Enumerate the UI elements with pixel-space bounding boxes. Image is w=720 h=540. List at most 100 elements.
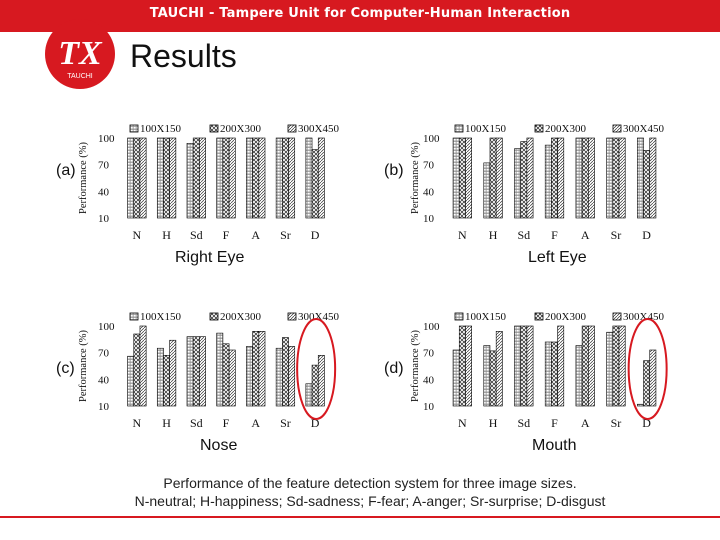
legend-label: 100X150 xyxy=(465,123,506,135)
y-tick-label: 70 xyxy=(423,160,435,172)
y-tick-label: 40 xyxy=(423,186,435,198)
x-tick-label: F xyxy=(223,228,230,242)
bar-H-100X150 xyxy=(156,347,164,407)
x-tick-label: Sd xyxy=(517,416,530,430)
svg-text:TAUCHI: TAUCHI xyxy=(67,73,93,80)
bar-Sr-100X150 xyxy=(275,137,283,219)
x-tick-label: H xyxy=(162,228,171,242)
x-tick-label: D xyxy=(311,416,320,430)
legend-label: 300X450 xyxy=(298,123,339,135)
bar-H-300X450 xyxy=(169,137,177,219)
bar-Sd-200X300 xyxy=(520,325,528,407)
bar-A-100X150 xyxy=(246,346,253,407)
chart-title-nose: Nose xyxy=(200,437,238,454)
legend-label: 300X450 xyxy=(623,311,664,323)
y-axis-label: Performance (%) xyxy=(410,330,421,403)
bar-Sd-300X450 xyxy=(199,336,206,407)
x-tick-label: Sr xyxy=(611,416,622,430)
bar-H-200X300 xyxy=(489,350,497,407)
legend-swatch xyxy=(534,312,544,321)
bar-A-200X300 xyxy=(581,137,589,219)
figure-caption: Performance of the feature detection sys… xyxy=(20,474,720,510)
y-tick-label: 10 xyxy=(423,401,435,413)
bar-H-200X300 xyxy=(489,137,497,219)
bar-D-200X300 xyxy=(643,360,651,407)
bar-D-200X300 xyxy=(311,149,319,219)
chart-title-right-eye: Right Eye xyxy=(175,249,245,266)
bar-D-100X150 xyxy=(637,403,644,407)
bar-Sr-200X300 xyxy=(282,337,289,407)
legend-swatch xyxy=(209,124,219,133)
bar-D-100X150 xyxy=(637,137,644,219)
legend-label: 100X150 xyxy=(465,311,506,323)
bar-Sd-100X150 xyxy=(514,148,521,219)
y-tick-label: 100 xyxy=(98,321,115,333)
y-tick-label: 40 xyxy=(98,186,110,198)
legend-swatch xyxy=(534,124,544,133)
bar-D-300X450 xyxy=(317,137,325,219)
bar-H-300X450 xyxy=(495,331,503,407)
bar-F-100X150 xyxy=(544,341,552,407)
legend-swatch xyxy=(129,312,139,321)
x-tick-label: D xyxy=(642,228,651,242)
bar-H-300X450 xyxy=(495,137,503,219)
bar-N-200X300 xyxy=(133,137,141,219)
bar-F-300X450 xyxy=(557,137,565,219)
bar-Sr-300X450 xyxy=(288,346,296,407)
bar-A-200X300 xyxy=(252,137,260,219)
x-tick-label: A xyxy=(251,416,260,430)
legend-label: 100X150 xyxy=(140,123,181,135)
bar-D-200X300 xyxy=(311,364,319,407)
bar-F-300X450 xyxy=(228,137,236,219)
bar-Sr-100X150 xyxy=(606,137,614,219)
panel-label-a: (a) xyxy=(56,162,76,179)
bar-H-100X150 xyxy=(483,345,491,407)
legend-label: 200X300 xyxy=(545,311,586,323)
bar-Sr-200X300 xyxy=(612,325,620,407)
bar-H-300X450 xyxy=(169,339,177,407)
bar-Sr-300X450 xyxy=(618,325,626,407)
right-eye-chart: Performance (%) 10 40 70 100 100X150 200X300 30… xyxy=(78,123,339,242)
bar-D-300X450 xyxy=(649,349,657,407)
mouth-chart: Performance (%)10 40 70 100 100X150 200X300 30… xyxy=(410,311,668,430)
bar-D-200X300 xyxy=(643,150,651,219)
legend-label: 300X450 xyxy=(298,311,339,323)
legend-label: 200X300 xyxy=(545,123,586,135)
x-tick-label: N xyxy=(458,228,467,242)
bar-N-200X300 xyxy=(458,325,466,407)
bar-N-100X150 xyxy=(452,349,460,407)
x-tick-label: Sd xyxy=(517,228,530,242)
legend-swatch xyxy=(287,312,297,321)
bar-N-100X150 xyxy=(127,355,135,407)
chart-title-mouth: Mouth xyxy=(532,437,577,454)
x-tick-label: Sd xyxy=(190,416,203,430)
bar-A-200X300 xyxy=(581,325,589,407)
legend-label: 200X300 xyxy=(220,123,261,135)
y-tick-label: 10 xyxy=(98,213,110,225)
x-tick-label: F xyxy=(223,416,230,430)
x-tick-label: N xyxy=(133,228,142,242)
y-tick-label: 10 xyxy=(98,401,110,413)
bar-D-100X150 xyxy=(305,383,313,407)
chart-mouth: (d) Performance (%) 10 40 70 100 100X150 200X3… xyxy=(362,304,692,454)
y-tick-label: 70 xyxy=(98,160,110,172)
bar-Sr-300X450 xyxy=(288,137,296,219)
legend-swatch xyxy=(129,124,139,133)
footer-rule xyxy=(0,516,720,518)
bar-Sd-200X300 xyxy=(520,141,528,219)
bar-Sd-100X150 xyxy=(514,325,521,407)
panel-label-c: (c) xyxy=(56,360,75,377)
bar-N-100X150 xyxy=(452,137,460,219)
bar-A-200X300 xyxy=(252,331,260,407)
y-axis-label: Performance (%) xyxy=(410,142,421,215)
legend-swatch xyxy=(612,124,622,133)
legend-swatch xyxy=(612,312,622,321)
bar-Sr-100X150 xyxy=(275,347,283,407)
bar-A-100X150 xyxy=(575,137,583,219)
bar-A-300X450 xyxy=(258,137,266,219)
left-eye-chart: Performance (%)10 40 70 100 100X150 200X300 30… xyxy=(410,123,664,242)
legend-label: 300X450 xyxy=(623,123,664,135)
bar-N-200X300 xyxy=(458,137,466,219)
bar-N-200X300 xyxy=(133,333,141,407)
x-tick-label: Sd xyxy=(190,228,203,242)
